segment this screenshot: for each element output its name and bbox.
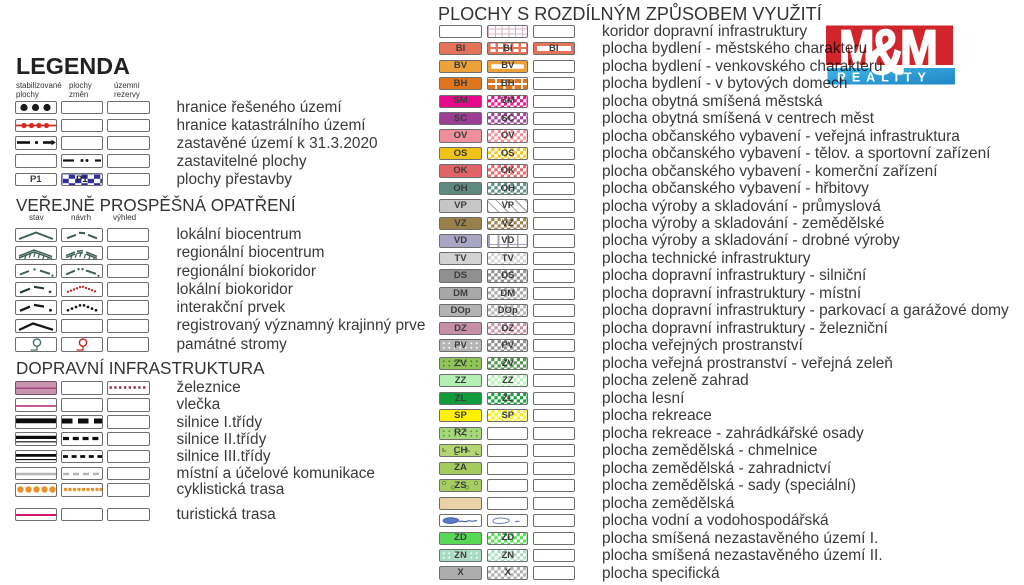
svg-text:M: M [900,24,938,77]
svg-text:REALITY: REALITY [837,71,932,85]
svg-text:M: M [839,24,874,76]
svg-text:&: & [867,24,905,88]
